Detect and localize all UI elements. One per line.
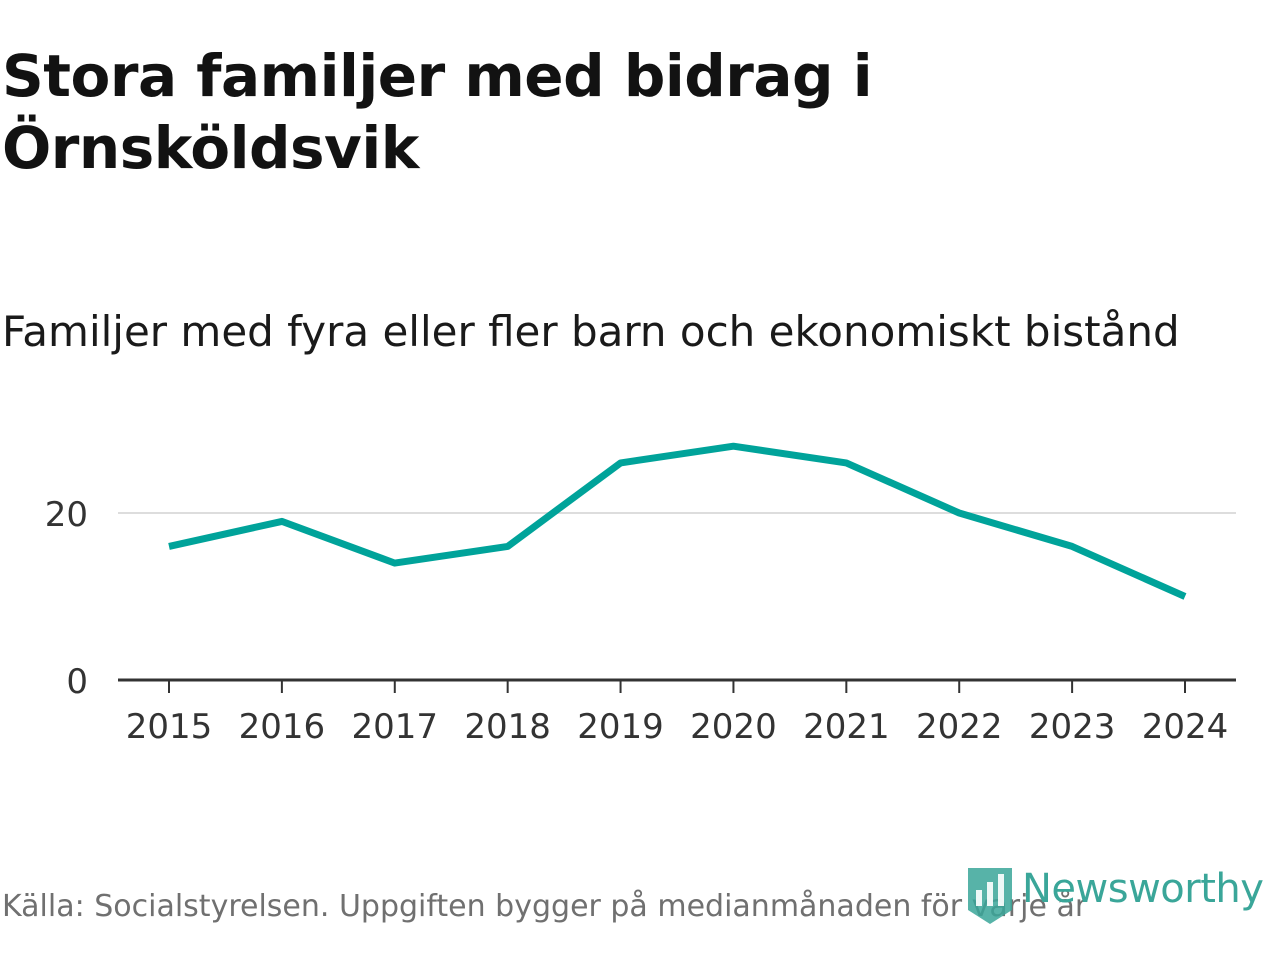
source-note: Källa: Socialstyrelsen. Uppgiften bygger… — [2, 889, 1088, 924]
x-tick-label-2017: 2017 — [352, 707, 439, 747]
y-tick-label-20: 20 — [45, 495, 88, 535]
brand-name: Newsworthy — [1022, 866, 1264, 912]
brand-logo: Newsworthy — [966, 864, 1264, 928]
x-tick-label-2016: 2016 — [239, 707, 326, 747]
x-tick-label-2024: 2024 — [1142, 707, 1229, 747]
x-tick-label-2019: 2019 — [577, 707, 664, 747]
x-tick-label-2020: 2020 — [690, 707, 777, 747]
y-tick-label-0: 0 — [66, 662, 88, 702]
chart-subtitle: Familjer med fyra eller fler barn och ek… — [2, 307, 1180, 356]
x-tick-label-2023: 2023 — [1029, 707, 1116, 747]
newsworthy-logo-icon — [968, 868, 1012, 924]
x-tick-label-2018: 2018 — [464, 707, 551, 747]
x-tick-label-2021: 2021 — [803, 707, 890, 747]
x-tick-label-2015: 2015 — [126, 707, 213, 747]
x-tick-label-2022: 2022 — [916, 707, 1003, 747]
series-line-0 — [168, 442, 1187, 600]
chart-title: Stora familjer med bidrag i Örnsköldsvik — [2, 42, 873, 182]
